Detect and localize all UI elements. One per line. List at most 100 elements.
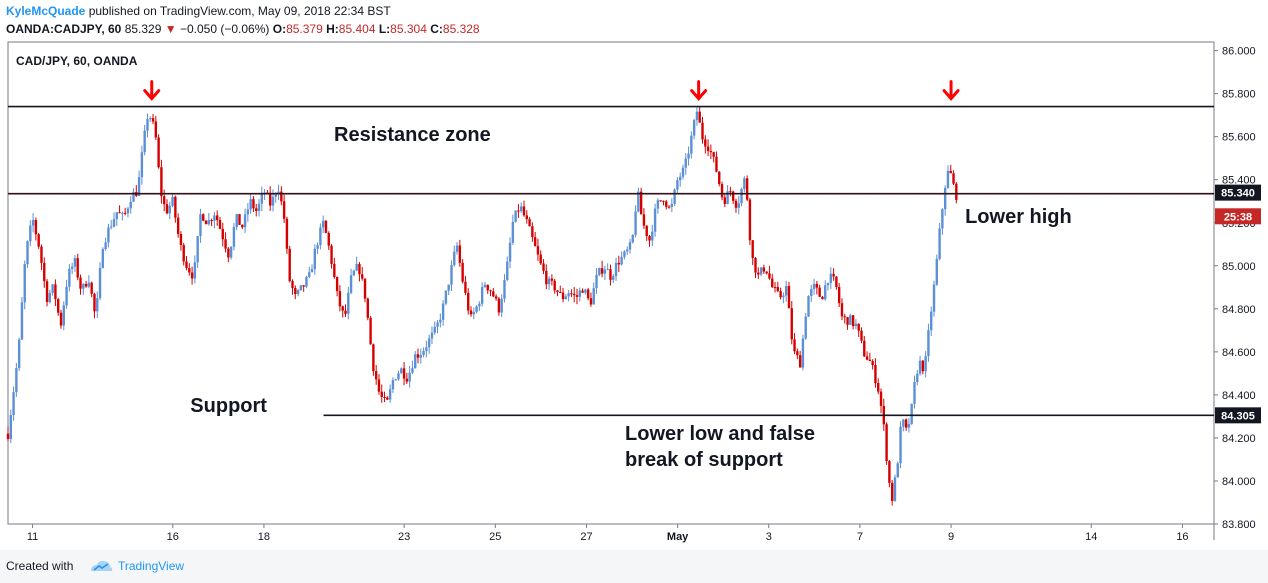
- candle: [207, 220, 211, 225]
- chart-annotation: Resistance zone: [334, 124, 491, 146]
- candle: [497, 298, 501, 313]
- candle: [352, 270, 356, 276]
- candle: [798, 355, 802, 368]
- candle: [296, 290, 300, 295]
- candle: [868, 359, 872, 362]
- candle: [835, 276, 838, 288]
- candle: [584, 289, 587, 293]
- candle: [840, 303, 844, 317]
- candle: [341, 306, 344, 311]
- candle: [918, 360, 922, 374]
- candle: [904, 419, 908, 428]
- candle: [818, 287, 821, 297]
- chart-annotation: Lower low and false: [625, 423, 815, 445]
- candle: [157, 137, 160, 168]
- price-label-box: [1215, 184, 1261, 201]
- candle: [327, 232, 330, 246]
- candle: [924, 356, 927, 372]
- candle: [645, 225, 648, 237]
- candle: [639, 191, 643, 215]
- candle: [606, 269, 609, 271]
- candle: [670, 204, 674, 207]
- x-tick-label: 27: [580, 531, 592, 543]
- tradingview-logo-icon: [91, 560, 113, 571]
- author-link[interactable]: KyleMcQuade: [6, 4, 86, 18]
- arrow-down-icon: [690, 80, 708, 101]
- candle: [143, 130, 146, 153]
- candle: [617, 262, 621, 265]
- candle: [221, 228, 224, 240]
- candle: [190, 272, 194, 279]
- candle: [202, 214, 205, 221]
- candle: [796, 351, 799, 356]
- chart-annotation: Lower high: [965, 206, 1072, 228]
- candle: [503, 280, 506, 299]
- tradingview-link[interactable]: TradingView: [118, 559, 185, 573]
- candle: [598, 268, 601, 275]
- candle: [718, 171, 721, 185]
- candle: [723, 197, 727, 204]
- candle: [500, 298, 503, 313]
- candle: [712, 152, 715, 157]
- candle: [196, 236, 199, 263]
- candle: [193, 262, 197, 279]
- candle: [176, 217, 180, 234]
- candle: [779, 291, 782, 298]
- candle: [475, 306, 478, 313]
- candle: [927, 330, 930, 357]
- candle: [372, 344, 375, 372]
- candle: [57, 299, 60, 313]
- candle: [6, 433, 10, 440]
- x-tick-label: 16: [1176, 531, 1188, 543]
- candle: [380, 391, 383, 397]
- candle: [846, 317, 849, 325]
- candle: [776, 287, 780, 292]
- plot-area[interactable]: [7, 41, 1215, 525]
- candle: [815, 283, 819, 288]
- candle: [793, 339, 796, 352]
- candle: [107, 227, 110, 243]
- candle: [553, 280, 556, 291]
- price-chart[interactable]: CAD/JPY, 60, OANDA 86.000 85.800 85.600 85.4…: [0, 40, 1268, 550]
- candle: [648, 236, 651, 241]
- candle: [361, 274, 364, 279]
- candle: [930, 311, 933, 331]
- candle: [388, 389, 392, 400]
- candle: [59, 312, 63, 326]
- candle: [879, 391, 883, 406]
- candle: [455, 245, 459, 252]
- candle: [271, 196, 275, 206]
- candle: [559, 291, 562, 293]
- candle: [857, 323, 860, 331]
- candle: [520, 206, 523, 212]
- candle: [821, 296, 824, 300]
- candle: [692, 120, 696, 136]
- candle: [308, 272, 311, 277]
- candle: [536, 246, 540, 255]
- candle: [185, 261, 188, 269]
- candle: [701, 122, 704, 140]
- candle: [740, 188, 743, 204]
- candle: [65, 286, 68, 306]
- candle: [913, 381, 916, 404]
- candle: [678, 176, 682, 181]
- candle: [472, 312, 475, 315]
- candle: [453, 251, 456, 266]
- candle: [690, 135, 693, 154]
- candle: [832, 273, 835, 277]
- candle: [149, 118, 152, 120]
- candle: [232, 227, 236, 247]
- candle: [112, 219, 116, 227]
- candle: [494, 296, 498, 299]
- y-tick-label: 84.400: [1222, 390, 1256, 402]
- candle: [310, 269, 314, 273]
- publish-line: KyleMcQuade published on TradingView.com…: [6, 4, 391, 18]
- candle: [517, 210, 520, 212]
- candle: [252, 199, 255, 209]
- candle: [651, 231, 654, 241]
- candle: [575, 295, 579, 297]
- candle: [612, 276, 615, 280]
- high-value: 85.404: [338, 22, 376, 36]
- candle: [952, 173, 955, 184]
- candle: [291, 281, 294, 288]
